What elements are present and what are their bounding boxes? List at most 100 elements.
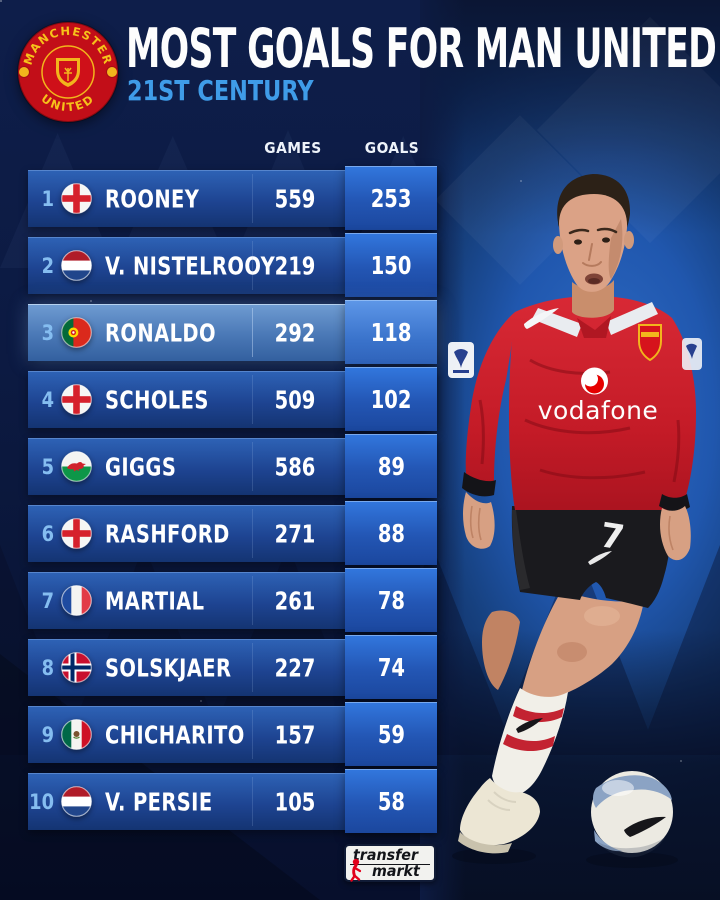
table-row: 4 SCHOLES 509 102 [28, 367, 437, 431]
games-value: 227 [274, 653, 316, 682]
ground-shadow [452, 848, 536, 864]
games-value: 219 [274, 251, 316, 280]
ground-shadow [586, 852, 678, 868]
player-name: ROONEY [105, 184, 200, 213]
player-front-leg [522, 590, 644, 700]
goals-value-box: 74 [345, 635, 437, 699]
transfermarkt-divider [350, 863, 430, 865]
goals-value-box: 78 [345, 568, 437, 632]
player-hands [463, 492, 691, 561]
row-rank: 6 [41, 521, 54, 546]
flag-mexico-icon [61, 719, 92, 750]
nike-swoosh-icon [516, 718, 543, 733]
player-trailing-leg [482, 610, 520, 690]
flag-norway-icon [61, 652, 92, 683]
svg-text:UNITED: UNITED [39, 91, 98, 114]
games-value: 271 [274, 519, 316, 548]
country-flag-icon [61, 183, 92, 214]
goals-value-box: 89 [345, 434, 437, 498]
nike-swoosh-icon [524, 308, 559, 329]
country-flag-icon [61, 317, 92, 348]
goals-value-box: 102 [345, 367, 437, 431]
transfermarkt-line1: transfer [353, 846, 418, 864]
goals-value: 118 [370, 317, 412, 347]
goals-value-box: 118 [345, 300, 437, 364]
country-flag-icon [61, 451, 92, 482]
player-name: RASHFORD [105, 519, 230, 548]
table-row: 8 SOLSKJAER 227 74 [28, 635, 437, 699]
games-value: 292 [274, 318, 316, 347]
table-row: 2 V. NISTELROOY 219 150 [28, 233, 437, 297]
goals-value: 78 [377, 585, 405, 615]
goals-value-box: 253 [345, 166, 437, 230]
vodafone-logo [581, 367, 608, 395]
table-row: 1 ROONEY 559 253 [28, 166, 437, 230]
country-flag-icon [61, 786, 92, 817]
games-value: 157 [274, 720, 316, 749]
player-name: SCHOLES [105, 385, 209, 414]
table-row: 5 GIGGS 586 89 [28, 434, 437, 498]
flag-france-icon [61, 585, 92, 616]
games-value: 261 [274, 586, 316, 615]
player-shorts: 7 [511, 506, 671, 608]
row-rank: 9 [41, 722, 54, 747]
goals-value: 89 [377, 451, 405, 481]
player-name: MARTIAL [105, 586, 205, 615]
goals-value: 74 [377, 652, 405, 682]
page-title: MOST GOALS FOR MAN UNITED [126, 17, 717, 80]
transfermarkt-logo: transfer markt [344, 844, 436, 882]
player-name: V. NISTELROOY [105, 251, 276, 280]
flag-wales-icon [61, 451, 92, 482]
column-header-games: GAMES [264, 139, 322, 157]
table-row: 3 RONALDO 292 118 [28, 300, 437, 364]
games-value: 105 [274, 787, 316, 816]
flag-england-icon [61, 183, 92, 214]
transfermarkt-figure-icon [350, 858, 362, 882]
country-flag-icon [61, 250, 92, 281]
player-photo: 7 [448, 174, 702, 868]
player-name: RONALDO [105, 318, 216, 347]
background-specks [0, 0, 2, 2]
goals-value: 253 [370, 183, 412, 213]
goals-value: 88 [377, 518, 405, 548]
row-rank: 1 [41, 186, 54, 211]
goals-value-box: 58 [345, 769, 437, 833]
ranking-table: 1 ROONEY 559 253 2 V. NISTELROOY 219 150… [28, 166, 437, 840]
country-flag-icon [61, 719, 92, 750]
goals-value: 59 [377, 719, 405, 749]
flag-netherlands-icon [61, 250, 92, 281]
row-rank: 5 [41, 454, 54, 479]
row-rank: 7 [41, 588, 54, 613]
goals-value: 102 [370, 384, 412, 414]
flag-netherlands-icon [61, 786, 92, 817]
player-head [532, 174, 658, 338]
player-name: CHICHARITO [105, 720, 245, 749]
games-value: 509 [274, 385, 316, 414]
goals-value-box: 88 [345, 501, 437, 565]
games-value: 586 [274, 452, 316, 481]
player-shirt [448, 296, 702, 512]
column-header-goals: GOALS [364, 139, 420, 157]
football [591, 771, 673, 858]
row-rank: 4 [41, 387, 54, 412]
row-rank: 3 [41, 320, 54, 345]
table-row: 7 MARTIAL 261 78 [28, 568, 437, 632]
table-row: 9 CHICHARITO 157 59 [28, 702, 437, 766]
goals-value: 150 [370, 250, 412, 280]
country-flag-icon [61, 652, 92, 683]
row-rank: 10 [29, 789, 54, 814]
vodafone-wordmark: vodafone [538, 396, 659, 425]
player-name: SOLSKJAER [105, 653, 232, 682]
country-flag-icon [61, 518, 92, 549]
player-name: V. PERSIE [105, 787, 213, 816]
flag-england-icon [61, 384, 92, 415]
nike-swoosh-icon [624, 816, 666, 837]
player-name: GIGGS [105, 452, 177, 481]
row-rank: 2 [41, 253, 54, 278]
table-row: 6 RASHFORD 271 88 [28, 501, 437, 565]
flag-england-icon [61, 518, 92, 549]
flag-portugal-icon [61, 317, 92, 348]
row-rank: 8 [41, 655, 54, 680]
goals-value-box: 59 [345, 702, 437, 766]
goals-value: 58 [377, 786, 405, 816]
